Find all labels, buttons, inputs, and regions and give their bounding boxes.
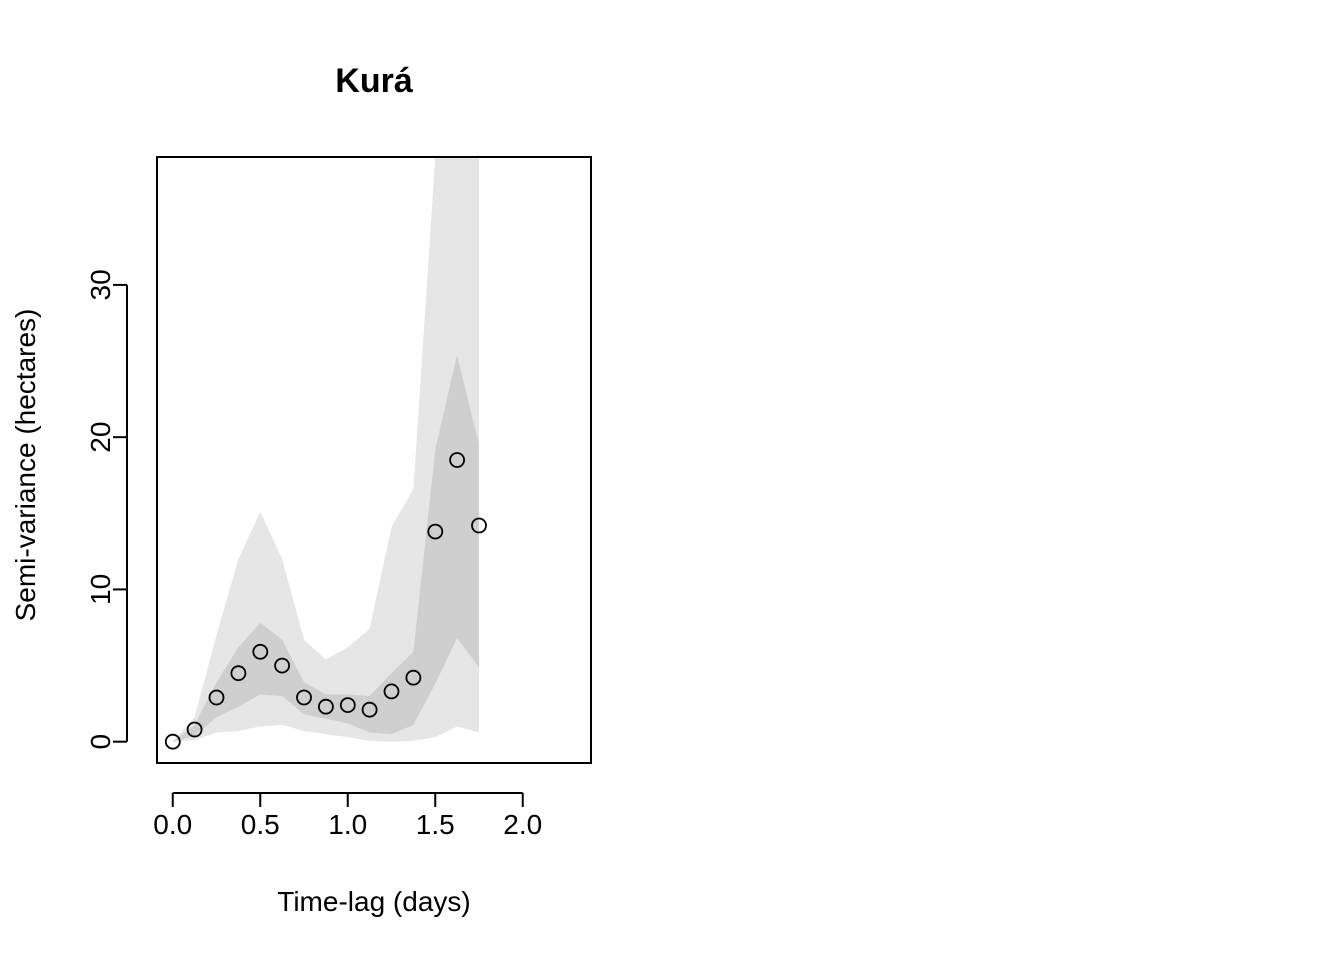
- data-point: [230, 665, 247, 682]
- y-tick-label: 20: [85, 422, 116, 453]
- x-axis: 0.0 0.5 1.0 1.5 2.0: [153, 792, 542, 840]
- data-point: [296, 689, 312, 706]
- confidence-bands: [172, 157, 480, 742]
- x-tick-label: 2.0: [503, 809, 542, 840]
- data-point: [405, 669, 422, 686]
- band-inner: [172, 354, 480, 742]
- y-axis-label: Semi-variance (hectares): [10, 309, 41, 622]
- y-tick-label: 30: [85, 269, 116, 300]
- plot-frame: [156, 156, 592, 764]
- data-points: [164, 452, 487, 750]
- data-point: [427, 523, 444, 540]
- data-point: [471, 517, 487, 534]
- x-tick-label: 1.0: [328, 809, 367, 840]
- x-tick-label: 0.5: [241, 809, 280, 840]
- band-outer: [172, 157, 480, 742]
- data-point: [383, 683, 400, 700]
- data-point: [164, 733, 181, 750]
- data-point: [252, 643, 269, 660]
- chart-title: Kurá: [335, 62, 413, 100]
- data-point: [361, 701, 378, 718]
- x-tick-label: 1.5: [416, 809, 455, 840]
- y-tick-label: 0: [85, 734, 116, 750]
- data-point: [339, 697, 356, 713]
- y-axis: 0 10 20 30: [85, 269, 128, 750]
- data-point: [449, 452, 466, 468]
- x-tick-label: 0.0: [153, 809, 192, 840]
- data-point: [186, 721, 203, 738]
- x-axis-label: Time-lag (days): [277, 886, 470, 917]
- y-tick-label: 10: [85, 574, 116, 605]
- data-point: [274, 657, 291, 674]
- data-point: [317, 698, 334, 715]
- data-point: [208, 689, 225, 706]
